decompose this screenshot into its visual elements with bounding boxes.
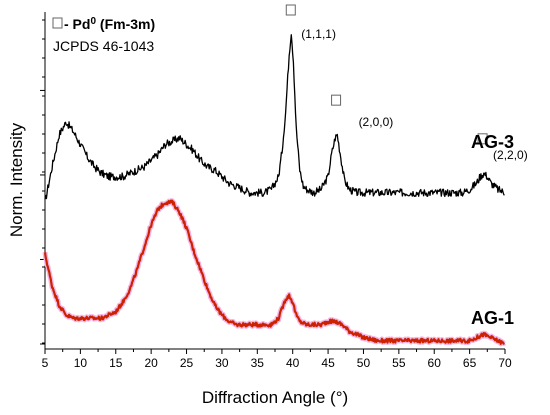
legend-line-1-suffix: (Fm-3m) <box>96 16 155 32</box>
peak-square-icon <box>285 4 296 16</box>
x-tick-label: 45 <box>321 356 335 370</box>
peak-label: (1,1,1) <box>301 27 336 41</box>
series-layer <box>42 34 507 347</box>
x-tick-label: 50 <box>357 356 371 370</box>
legend: - Pd0 (Fm-3m) JCPDS 46-1043 <box>52 16 155 54</box>
y-axis-title: Norm. Intensity <box>7 122 26 237</box>
x-tick-label: 35 <box>251 356 265 370</box>
legend-line-1-sup: 0 <box>90 16 96 27</box>
x-tick-label: 5 <box>42 356 49 370</box>
x-tick-label: 60 <box>428 356 442 370</box>
peak-label: (2,0,0) <box>359 115 394 129</box>
x-axis-title: Diffraction Angle (°) <box>202 388 348 407</box>
plot-area: 5 10 15 20 25 30 35 40 45 50 55 60 65 70 (1,1,1) (2,0,… <box>40 4 528 370</box>
peak-markers: (1,1,1) (2,0,0) (2,2,0) <box>285 4 528 162</box>
legend-line-1-prefix: - Pd <box>64 16 90 32</box>
x-axis-ticks: 5 10 15 20 25 30 35 40 45 50 55 60 65 70 <box>42 349 512 370</box>
x-tick-label: 20 <box>144 356 158 370</box>
x-tick-label: 15 <box>109 356 123 370</box>
peak-square-icon <box>477 133 488 145</box>
legend-square-icon <box>52 17 63 29</box>
series-line-ag-1 <box>43 199 506 345</box>
series-line-ag-3 <box>44 34 505 200</box>
x-tick-label: 10 <box>74 356 88 370</box>
series-label-ag1: AG-1 <box>471 308 514 328</box>
x-tick-label: 55 <box>392 356 406 370</box>
legend-line-1: - Pd0 (Fm-3m) <box>64 16 155 32</box>
x-tick-label: 25 <box>180 356 194 370</box>
y-axis-ticks <box>40 19 45 345</box>
peak-square-icon <box>331 94 342 106</box>
x-tick-label: 40 <box>286 356 300 370</box>
legend-line-2: JCPDS 46-1043 <box>53 38 154 54</box>
x-tick-label: 70 <box>498 356 512 370</box>
x-tick-label: 30 <box>215 356 229 370</box>
series-label-ag3: AG-3 <box>471 132 514 152</box>
peak-label: (2,2,0) <box>493 148 528 162</box>
x-tick-label: 65 <box>463 356 477 370</box>
